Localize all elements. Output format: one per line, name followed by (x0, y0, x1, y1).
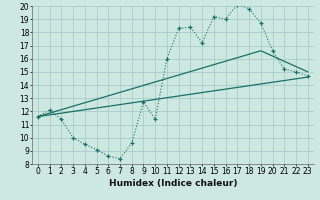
X-axis label: Humidex (Indice chaleur): Humidex (Indice chaleur) (108, 179, 237, 188)
